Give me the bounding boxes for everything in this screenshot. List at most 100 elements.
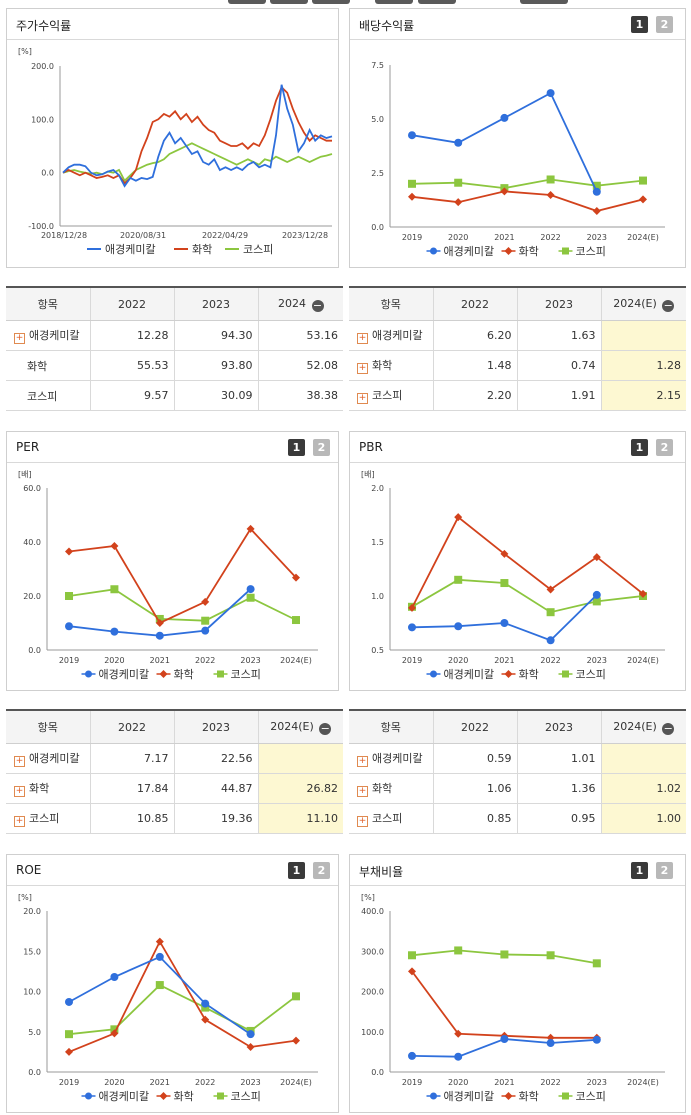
expand-icon[interactable]: + (14, 756, 25, 767)
expand-icon[interactable]: + (357, 786, 368, 797)
data-point (408, 131, 416, 140)
data-point (155, 614, 164, 623)
data-point (65, 997, 73, 1006)
expand-icon[interactable]: + (357, 756, 368, 767)
per-chart: [배] 60.0 40.0 20.0 0.0 2019 2020 2021 2022 2023 20… (18, 470, 318, 681)
legend-label: 애경케미칼 (99, 668, 150, 681)
data-point (201, 616, 210, 625)
data-point (155, 981, 164, 990)
data-point (546, 636, 555, 645)
data-point (110, 542, 119, 551)
cell: 17.84 (89, 773, 174, 804)
expand-icon[interactable]: + (357, 816, 368, 827)
legend-label: 화학 (519, 1090, 539, 1103)
expand-icon[interactable]: + (357, 363, 368, 374)
view-button-1[interactable]: 1 (288, 862, 305, 879)
x-tick-label: 2024(E) (627, 1078, 659, 1087)
collapse-icon[interactable]: − (662, 298, 675, 312)
table-row: + 애경케미칼 6.20 1.63 (349, 320, 686, 351)
legend-label: 화학 (174, 1090, 194, 1103)
data-point (592, 1035, 601, 1044)
cell: 93.80 (173, 350, 258, 381)
expand-icon[interactable]: + (357, 333, 368, 344)
y-tick-label: 5.0 (371, 115, 384, 124)
view-button-2[interactable]: 2 (313, 862, 330, 879)
data-point (454, 622, 463, 631)
cell: 2.20 (432, 380, 517, 411)
row-label: + 애경케미칼 (349, 320, 433, 351)
cell: 1.06 (432, 773, 517, 804)
data-point (546, 608, 555, 617)
data-point (454, 1052, 463, 1061)
row-label-text: 애경케미칼 (372, 752, 423, 765)
col-header-2024: 2024 − (257, 286, 343, 321)
panel-header: 부채비율 1 2 (350, 855, 685, 886)
x-tick-label: 2022/04/29 (202, 231, 248, 240)
view-button-1[interactable]: 1 (631, 16, 648, 33)
x-tick-label: 2023 (587, 1078, 607, 1087)
panel-title: PBR (359, 440, 383, 454)
col-header-2023: 2023 (173, 709, 258, 744)
view-button-2[interactable]: 2 (656, 16, 673, 33)
panel-header: ROE 1 2 (7, 855, 338, 886)
expand-icon[interactable]: + (14, 786, 25, 797)
data-point (292, 616, 300, 625)
data-point (500, 619, 509, 627)
x-tick-label: 2020 (104, 1078, 124, 1087)
y-tick-label: 0.0 (371, 223, 384, 232)
cell: 55.53 (89, 350, 174, 381)
cell: 1.63 (516, 320, 601, 351)
per-table: 항목 2022 2023 2024(E) − + 애경케미칼 7.17 22.56… (6, 709, 343, 834)
panel-header: PBR 1 2 (350, 432, 685, 463)
col-header-2024e: 2024(E) − (600, 286, 686, 321)
col-header-item: 항목 (349, 709, 433, 744)
legend-marker-diamond (504, 247, 513, 255)
data-point (454, 198, 463, 207)
series-line (411, 970, 597, 1039)
data-point (546, 191, 555, 200)
y-tick-label: 0.0 (28, 646, 41, 655)
axis-unit-label: [%] (18, 47, 32, 56)
y-tick-label: 10.0 (23, 988, 41, 997)
series-line (68, 955, 252, 1035)
data-point (592, 959, 601, 968)
view-button-2[interactable]: 2 (656, 439, 673, 456)
collapse-icon[interactable]: − (662, 721, 675, 735)
expand-icon[interactable]: + (14, 333, 25, 344)
row-label-text: 코스피 (27, 389, 58, 403)
view-button-2[interactable]: 2 (656, 862, 673, 879)
x-tick-label: 2023 (587, 656, 607, 665)
table-row: + 애경케미칼 0.59 1.01 (349, 743, 686, 774)
col-header-item: 항목 (6, 286, 90, 321)
data-point (292, 992, 300, 1001)
collapse-icon[interactable]: − (319, 721, 332, 735)
row-label-text: 코스피 (29, 812, 60, 825)
row-label: + 화학 (349, 773, 433, 804)
y-tick-label: 40.0 (23, 538, 41, 547)
legend-label: 애경케미칼 (99, 1090, 150, 1103)
series-line (68, 588, 297, 622)
cell (600, 320, 686, 351)
expand-icon[interactable]: + (14, 816, 25, 827)
cell: 7.17 (89, 743, 174, 774)
data-point (454, 946, 463, 955)
row-label: 화학 (6, 350, 90, 381)
data-point (592, 207, 601, 216)
row-label: + 코스피 (349, 803, 433, 834)
cell: 44.87 (173, 773, 258, 804)
view-button-2[interactable]: 2 (313, 439, 330, 456)
x-tick-label: 2024(E) (280, 656, 312, 665)
legend-label: 화학 (174, 668, 194, 681)
data-point (65, 547, 73, 556)
view-button-1[interactable]: 1 (631, 862, 648, 879)
cell: 1.02 (600, 773, 686, 804)
legend-marker-circle (430, 670, 437, 678)
legend-marker-diamond (504, 1092, 513, 1100)
y-tick-label: 2.0 (371, 484, 384, 493)
view-button-1[interactable]: 1 (631, 439, 648, 456)
collapse-icon[interactable]: − (311, 298, 324, 312)
expand-icon[interactable]: + (357, 393, 368, 404)
panel-title: 부채비율 (359, 865, 404, 879)
view-button-1[interactable]: 1 (288, 439, 305, 456)
